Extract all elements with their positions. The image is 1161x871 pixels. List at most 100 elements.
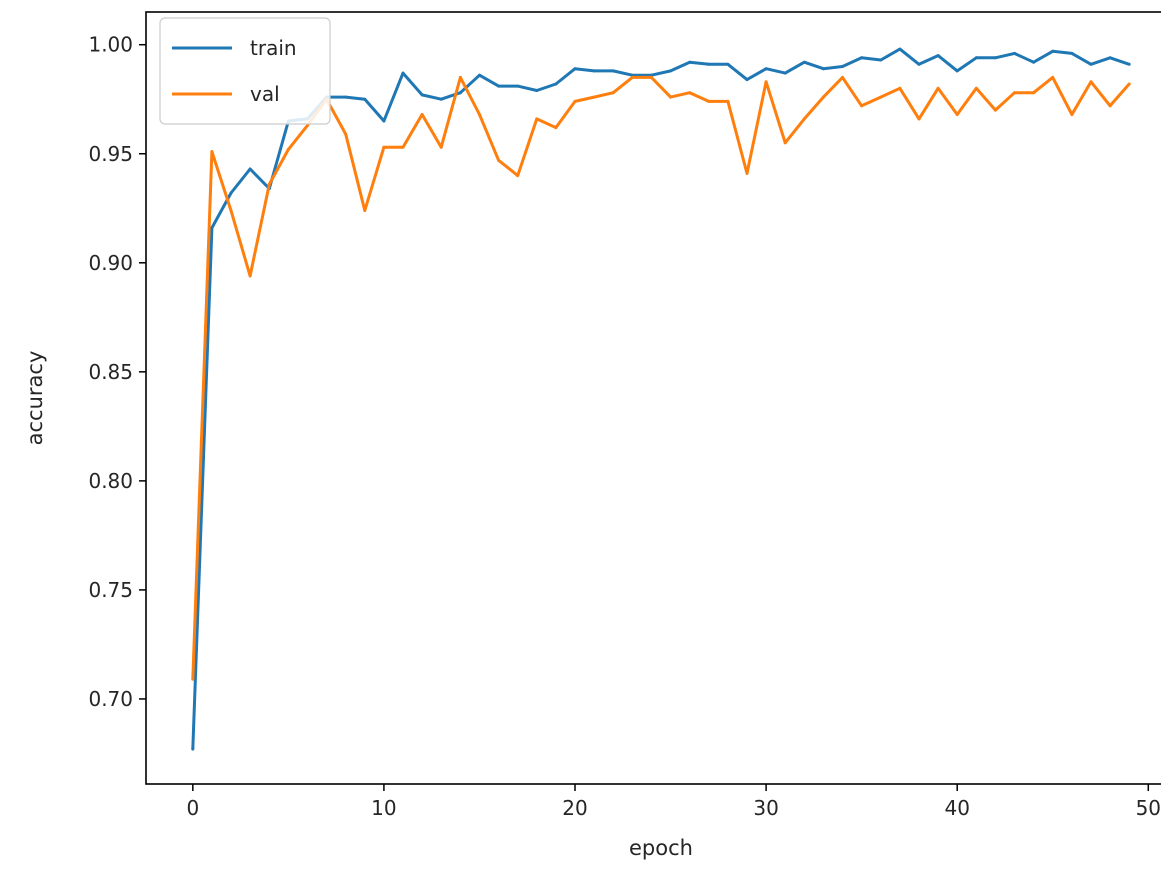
x-tick-label-0: 0 bbox=[186, 796, 199, 820]
data-point-train-27 bbox=[707, 62, 711, 66]
data-point-train-44 bbox=[1032, 60, 1036, 64]
data-point-val-27 bbox=[707, 99, 711, 103]
data-point-train-42 bbox=[993, 56, 997, 60]
data-point-train-10 bbox=[382, 119, 386, 123]
data-point-val-26 bbox=[688, 91, 692, 95]
data-point-train-13 bbox=[439, 97, 443, 101]
data-point-val-34 bbox=[841, 75, 844, 79]
data-point-train-25 bbox=[669, 69, 673, 73]
data-point-train-21 bbox=[592, 69, 596, 73]
data-point-val-47 bbox=[1089, 80, 1093, 84]
data-point-train-47 bbox=[1089, 62, 1093, 66]
data-point-val-32 bbox=[802, 117, 806, 121]
data-point-val-41 bbox=[974, 86, 978, 90]
plot-area-frame bbox=[145, 11, 1161, 785]
x-tick-label-30: 30 bbox=[753, 796, 778, 820]
data-point-train-32 bbox=[802, 60, 806, 64]
y-tick-label-1.00: 1.00 bbox=[88, 33, 133, 57]
data-point-train-46 bbox=[1070, 51, 1074, 55]
data-point-val-39 bbox=[936, 86, 940, 90]
data-point-val-43 bbox=[1013, 91, 1016, 95]
data-point-val-14 bbox=[458, 75, 462, 79]
data-point-val-4 bbox=[267, 182, 271, 186]
data-point-val-23 bbox=[630, 75, 634, 79]
legend-label-train: train bbox=[250, 36, 297, 60]
data-point-train-36 bbox=[879, 58, 883, 62]
y-tick-label-0.75: 0.75 bbox=[88, 578, 133, 602]
data-point-val-15 bbox=[478, 113, 481, 116]
data-point-train-31 bbox=[783, 71, 787, 75]
data-point-train-9 bbox=[363, 97, 367, 101]
data-point-val-12 bbox=[420, 113, 424, 116]
y-tick-label-0.80: 0.80 bbox=[88, 469, 133, 493]
x-tick-label-50: 50 bbox=[1136, 796, 1161, 820]
data-point-train-35 bbox=[860, 56, 864, 60]
data-point-val-42 bbox=[993, 108, 997, 112]
legend-box bbox=[159, 17, 331, 125]
data-point-val-24 bbox=[649, 75, 653, 79]
data-point-val-35 bbox=[860, 104, 864, 108]
data-point-train-1 bbox=[210, 226, 214, 230]
series-layer bbox=[191, 47, 1131, 751]
ticks-layer: 0 10 20 30 40 50 0.70 0.75 0.80 0.85 0.90 0.95 1.00 bbox=[88, 33, 1161, 820]
data-point-val-33 bbox=[821, 95, 825, 99]
data-point-val-3 bbox=[248, 274, 252, 278]
data-point-val-8 bbox=[344, 132, 348, 136]
data-point-val-38 bbox=[917, 117, 921, 121]
data-point-val-16 bbox=[497, 158, 501, 162]
data-point-val-9 bbox=[363, 209, 367, 212]
data-point-train-28 bbox=[726, 62, 730, 66]
x-tick-label-20: 20 bbox=[562, 796, 587, 820]
data-point-val-44 bbox=[1032, 91, 1036, 95]
data-point-val-0 bbox=[191, 677, 195, 681]
series-line-val bbox=[191, 75, 1131, 680]
data-point-val-48 bbox=[1108, 104, 1112, 108]
data-point-val-17 bbox=[516, 174, 520, 178]
data-point-val-11 bbox=[401, 145, 405, 149]
data-point-train-20 bbox=[573, 67, 577, 71]
data-point-val-40 bbox=[955, 113, 959, 116]
data-point-val-31 bbox=[783, 141, 787, 145]
data-point-train-38 bbox=[917, 62, 921, 66]
data-point-train-15 bbox=[478, 73, 481, 77]
x-axis-label: epoch bbox=[629, 836, 693, 860]
y-tick-label-0.90: 0.90 bbox=[88, 251, 133, 275]
data-point-train-43 bbox=[1013, 51, 1016, 55]
data-point-val-45 bbox=[1051, 75, 1055, 79]
data-point-val-1 bbox=[210, 150, 214, 154]
y-tick-label-0.95: 0.95 bbox=[88, 142, 133, 166]
data-point-train-29 bbox=[745, 78, 749, 82]
data-point-train-8 bbox=[344, 95, 348, 99]
data-point-train-48 bbox=[1108, 56, 1112, 60]
data-point-train-41 bbox=[974, 56, 978, 60]
data-point-val-49 bbox=[1127, 82, 1131, 86]
y-tick-label-0.70: 0.70 bbox=[88, 687, 133, 711]
x-tick-label-40: 40 bbox=[944, 796, 969, 820]
data-point-val-36 bbox=[879, 95, 883, 99]
data-point-train-14 bbox=[458, 91, 462, 95]
data-point-val-6 bbox=[306, 123, 309, 127]
data-point-train-12 bbox=[420, 93, 424, 97]
data-point-train-37 bbox=[898, 47, 902, 51]
data-point-train-2 bbox=[229, 191, 233, 195]
data-point-train-22 bbox=[611, 69, 615, 73]
data-point-val-2 bbox=[229, 209, 233, 212]
data-point-train-18 bbox=[535, 89, 539, 92]
data-point-train-17 bbox=[516, 84, 520, 88]
data-point-train-19 bbox=[554, 82, 558, 86]
data-point-train-30 bbox=[764, 67, 768, 71]
data-point-val-25 bbox=[669, 95, 673, 99]
data-point-val-13 bbox=[439, 145, 443, 149]
data-point-val-10 bbox=[382, 145, 386, 149]
legend-label-val: val bbox=[250, 82, 280, 106]
data-point-val-22 bbox=[611, 91, 615, 95]
data-point-train-0 bbox=[191, 747, 195, 751]
data-point-train-39 bbox=[936, 54, 940, 58]
data-point-val-37 bbox=[898, 86, 902, 90]
data-point-train-40 bbox=[955, 69, 959, 73]
data-point-val-20 bbox=[573, 99, 577, 103]
data-point-val-28 bbox=[726, 99, 730, 103]
data-point-train-33 bbox=[821, 67, 825, 71]
data-point-val-19 bbox=[554, 126, 558, 130]
